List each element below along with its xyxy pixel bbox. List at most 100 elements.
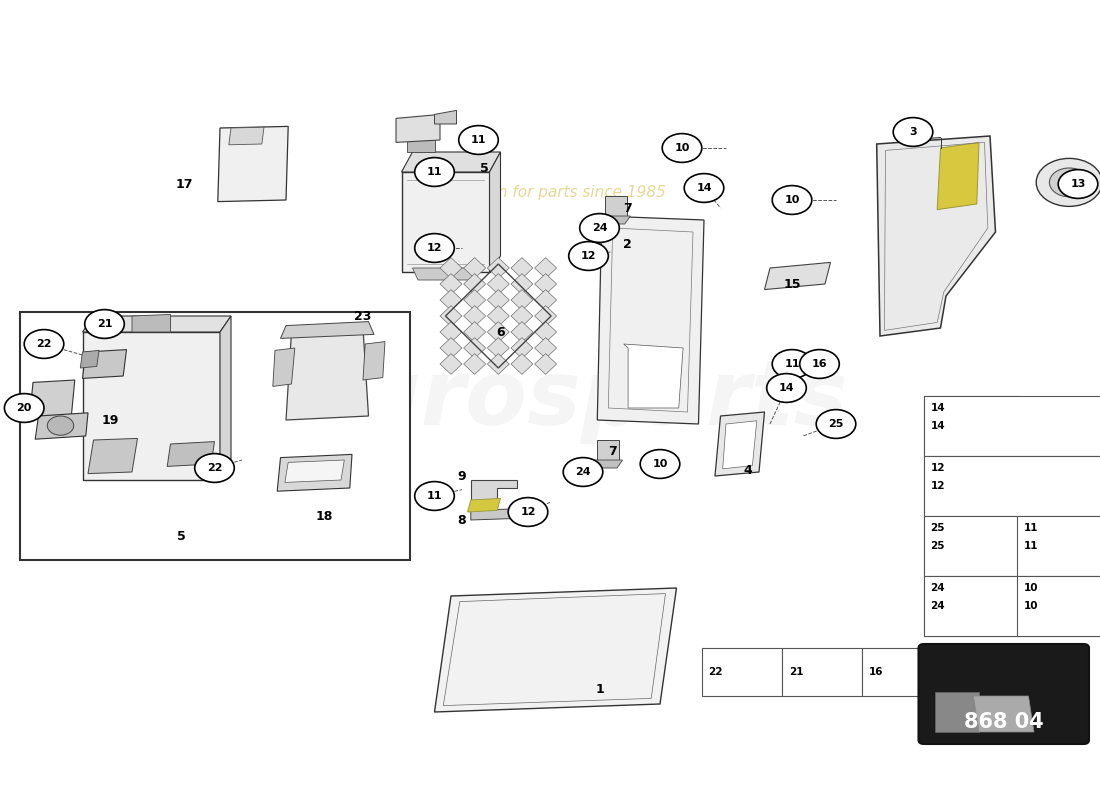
Text: 23: 23 [354, 310, 372, 322]
Circle shape [459, 126, 498, 154]
Text: 18: 18 [316, 510, 333, 522]
Polygon shape [167, 442, 214, 466]
Circle shape [1060, 176, 1078, 189]
Polygon shape [286, 328, 368, 420]
Circle shape [508, 498, 548, 526]
Polygon shape [937, 142, 979, 210]
Polygon shape [464, 290, 486, 310]
Polygon shape [510, 290, 534, 310]
Polygon shape [602, 216, 630, 224]
Circle shape [684, 174, 724, 202]
Circle shape [47, 416, 74, 435]
Text: 5: 5 [177, 530, 186, 542]
Circle shape [85, 310, 124, 338]
Bar [924, 576, 1018, 636]
Polygon shape [597, 440, 619, 460]
Text: 24: 24 [931, 583, 945, 593]
Polygon shape [412, 268, 478, 280]
Text: 14: 14 [696, 183, 712, 193]
Polygon shape [464, 306, 486, 326]
Bar [702, 648, 782, 696]
Polygon shape [487, 290, 509, 310]
Bar [924, 456, 1018, 516]
Text: 12: 12 [520, 507, 536, 517]
Text: eurosparts: eurosparts [296, 356, 848, 444]
Polygon shape [440, 290, 462, 310]
Text: 24: 24 [575, 467, 591, 477]
Polygon shape [440, 274, 462, 294]
Polygon shape [594, 460, 623, 468]
Text: 24: 24 [931, 601, 945, 611]
Polygon shape [396, 114, 440, 142]
Polygon shape [363, 342, 385, 380]
FancyBboxPatch shape [918, 644, 1089, 744]
Polygon shape [487, 338, 509, 358]
Circle shape [816, 410, 856, 438]
Circle shape [563, 458, 603, 486]
Bar [1018, 576, 1100, 636]
Polygon shape [402, 172, 490, 272]
Polygon shape [487, 322, 509, 342]
Polygon shape [273, 348, 295, 386]
Text: 11: 11 [427, 167, 442, 177]
Text: 7: 7 [623, 202, 631, 214]
Text: 14: 14 [931, 421, 945, 431]
Text: 22: 22 [36, 339, 52, 349]
Text: 6: 6 [496, 326, 505, 338]
Polygon shape [510, 274, 534, 294]
Text: 21: 21 [789, 667, 803, 677]
Polygon shape [535, 274, 557, 294]
Polygon shape [80, 350, 99, 368]
Bar [1018, 576, 1100, 636]
Polygon shape [82, 316, 231, 332]
Polygon shape [30, 380, 75, 417]
Polygon shape [468, 498, 500, 512]
Polygon shape [597, 216, 704, 424]
Polygon shape [605, 196, 627, 216]
Circle shape [772, 186, 812, 214]
Polygon shape [490, 152, 500, 272]
Text: 1: 1 [595, 683, 604, 696]
Polygon shape [464, 322, 486, 342]
Bar [924, 516, 1018, 576]
Bar [1018, 516, 1100, 576]
Polygon shape [434, 110, 456, 124]
Polygon shape [440, 258, 462, 278]
Polygon shape [440, 306, 462, 326]
Polygon shape [407, 140, 434, 152]
Polygon shape [464, 274, 486, 294]
Polygon shape [487, 354, 509, 374]
Polygon shape [510, 338, 534, 358]
Circle shape [662, 134, 702, 162]
Text: 21: 21 [97, 319, 112, 329]
Bar [924, 516, 1018, 576]
Circle shape [415, 482, 454, 510]
Text: 12: 12 [931, 481, 945, 491]
Text: 14: 14 [931, 403, 945, 413]
Circle shape [772, 350, 812, 378]
Polygon shape [464, 354, 486, 374]
Text: 16: 16 [812, 359, 827, 369]
Circle shape [569, 242, 608, 270]
Text: 22: 22 [207, 463, 222, 473]
Polygon shape [229, 127, 264, 145]
Text: 11: 11 [784, 359, 800, 369]
Text: 14: 14 [779, 383, 794, 393]
Polygon shape [535, 322, 557, 342]
Polygon shape [510, 354, 534, 374]
Polygon shape [510, 306, 534, 326]
Text: 22: 22 [708, 667, 723, 677]
Circle shape [893, 118, 933, 146]
Polygon shape [723, 421, 757, 469]
Polygon shape [82, 350, 126, 378]
Polygon shape [277, 454, 352, 491]
Bar [924, 396, 1100, 456]
Text: 11: 11 [1024, 523, 1038, 533]
Bar [924, 576, 1018, 636]
Text: 25: 25 [931, 541, 945, 551]
Text: 8: 8 [458, 514, 466, 526]
Polygon shape [402, 152, 500, 172]
Circle shape [580, 214, 619, 242]
Circle shape [415, 234, 454, 262]
Text: 4: 4 [744, 464, 752, 477]
